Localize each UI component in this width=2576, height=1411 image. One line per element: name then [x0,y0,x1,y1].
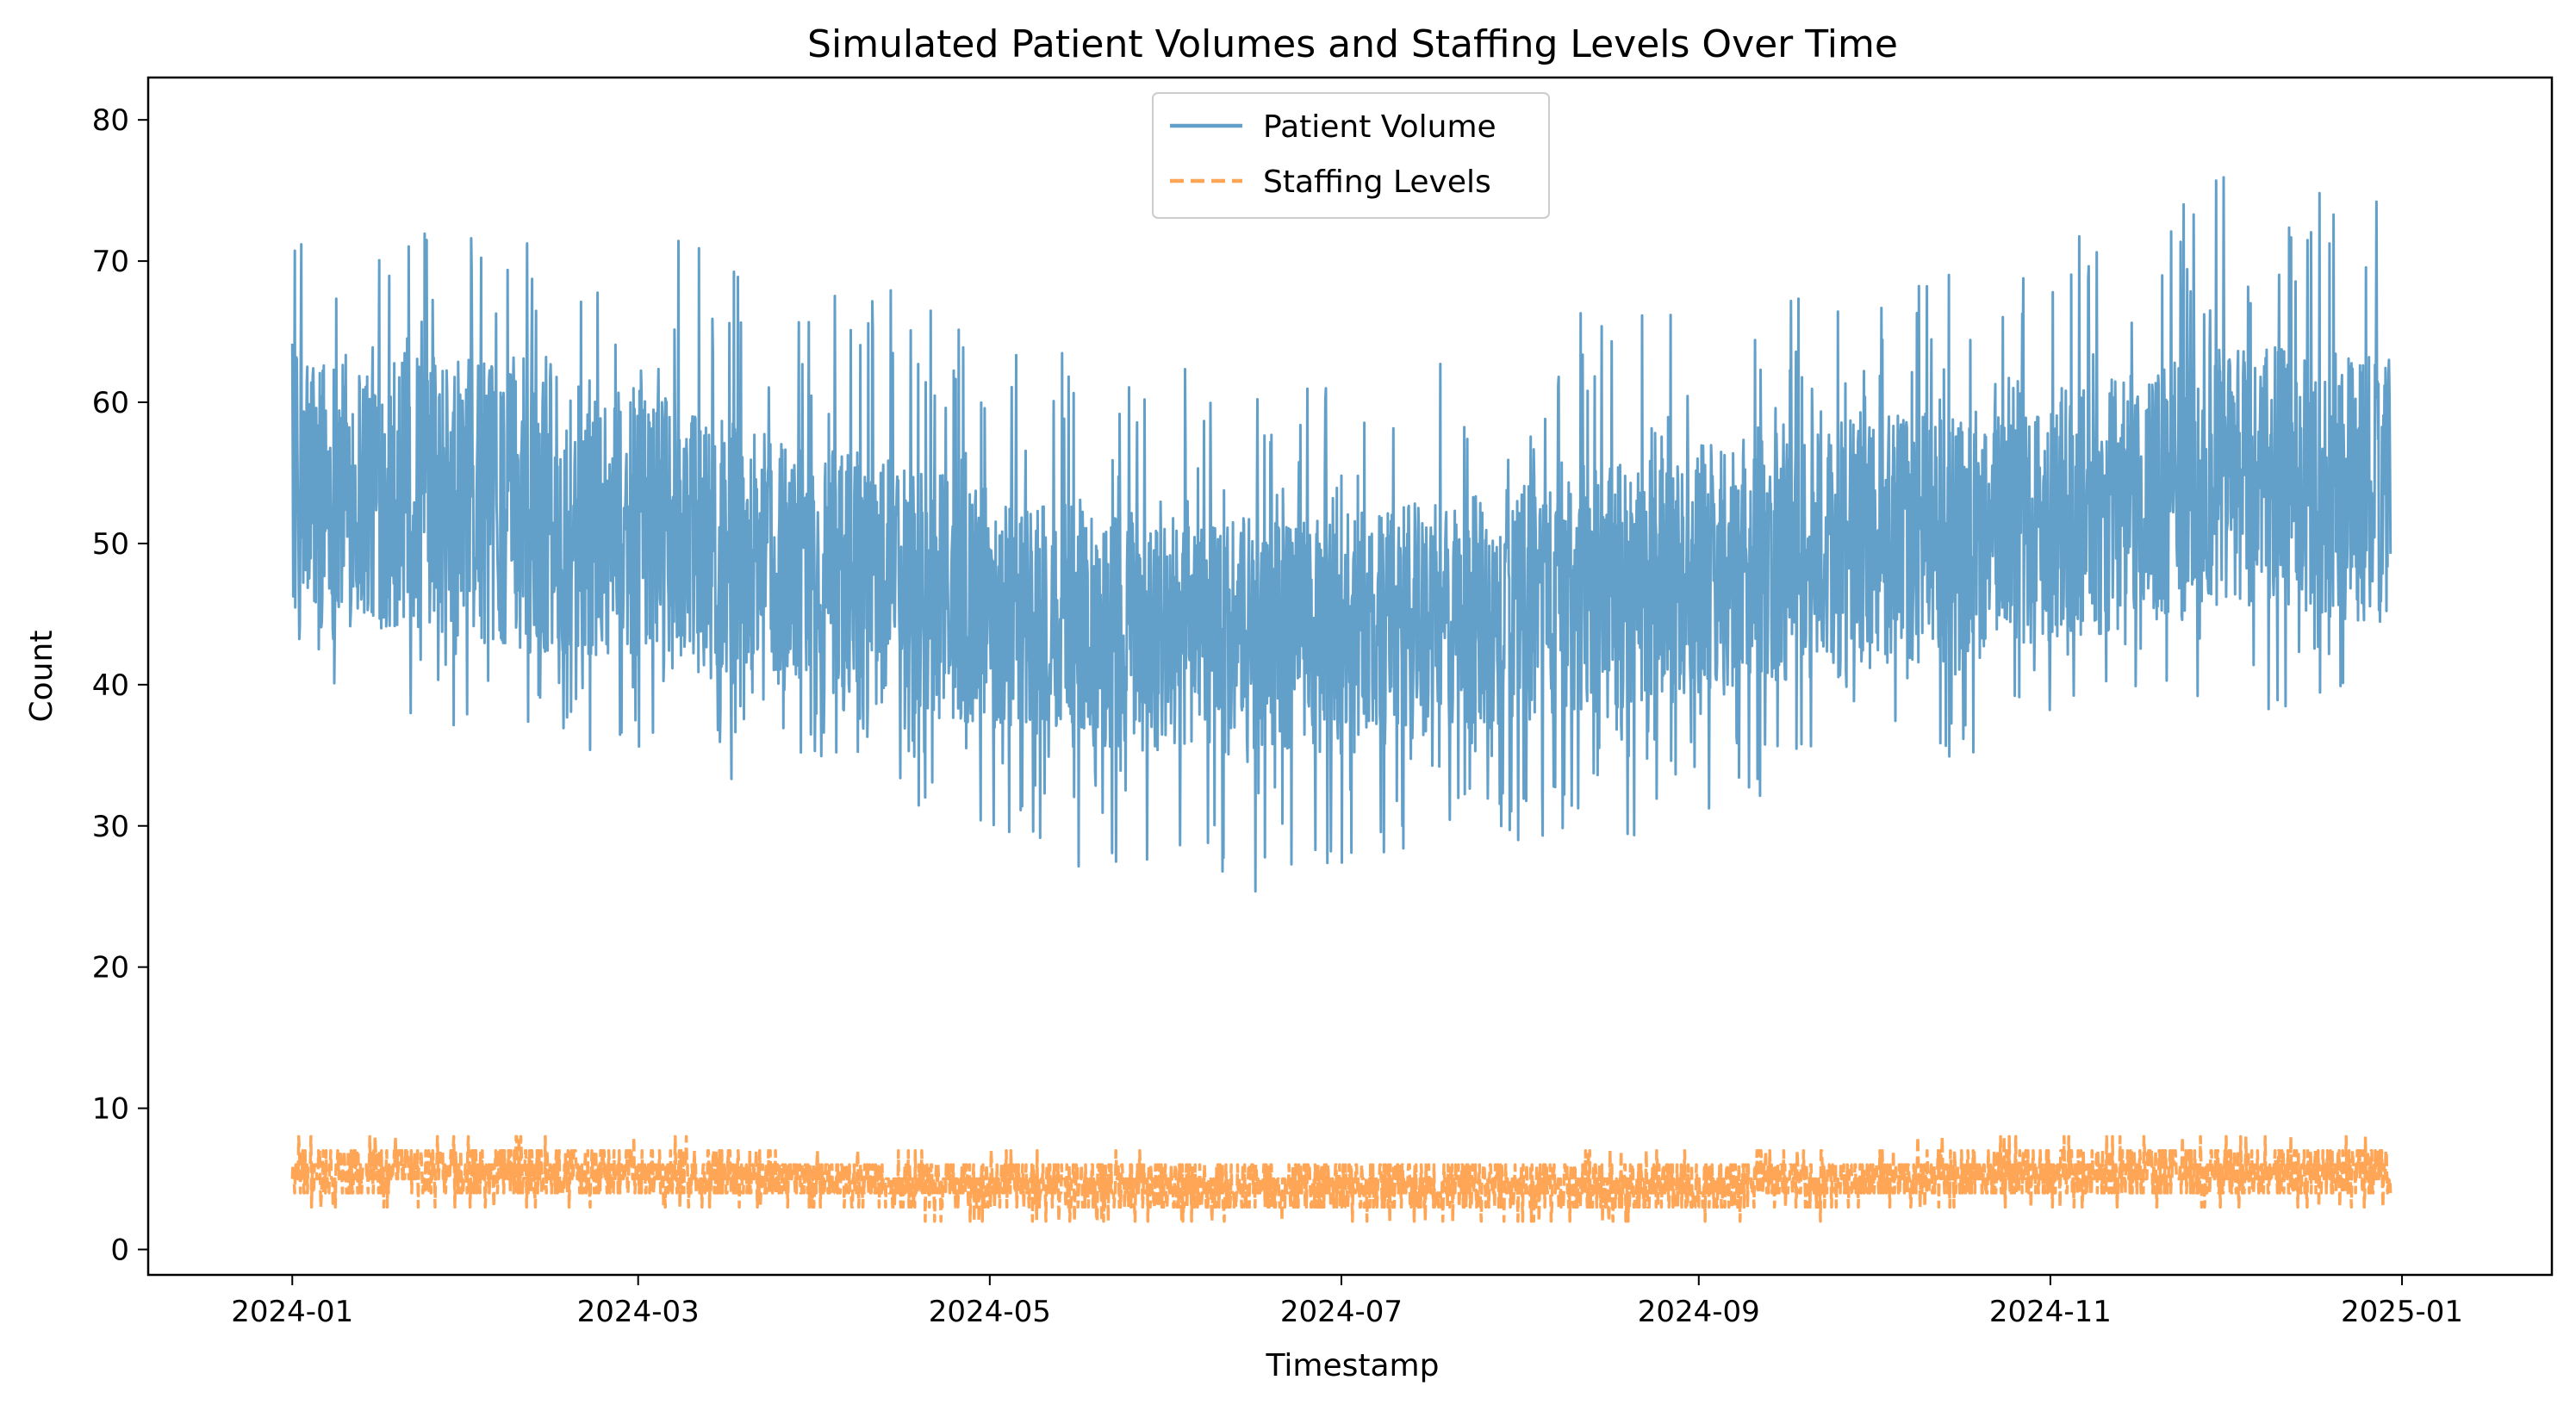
series-layer [290,176,2392,1223]
y-tick-label: 80 [92,103,129,138]
x-tick-label: 2024-11 [1989,1295,2112,1329]
y-tick-label: 0 [110,1233,129,1267]
x-tick-label: 2024-03 [577,1295,700,1329]
y-axis: 0 10 20 30 40 50 60 70 80 [92,103,148,1267]
y-tick-label: 20 [92,951,129,985]
y-tick-label: 70 [92,245,129,279]
y-axis-label: Count [24,631,59,723]
x-tick-label: 2024-07 [1280,1295,1403,1329]
x-tick-label: 2024-05 [929,1295,1051,1329]
y-tick-label: 10 [92,1092,129,1127]
x-tick-label: 2025-01 [2341,1295,2463,1329]
plot-frame [146,76,2554,1277]
y-tick-label: 60 [92,386,129,420]
chart-title: Simulated Patient Volumes and Staffing L… [807,22,1898,66]
legend-label-patient-volume: Patient Volume [1263,109,1496,145]
x-tick-label: 2024-01 [231,1295,353,1329]
legend: Patient Volume Staffing Levels [1152,92,1550,219]
x-axis-label: Timestamp [1266,1348,1440,1383]
x-tick-label: 2024-09 [1638,1295,1760,1329]
series-line-staffing-levels [290,1134,2392,1223]
y-tick-label: 50 [92,527,129,562]
x-axis: 2024-01 2024-03 2024-05 2024-07 2024-09 2024-… [231,1275,2463,1329]
y-tick-label: 40 [92,668,129,703]
legend-box [1152,92,1550,219]
y-tick-label: 30 [92,810,129,844]
series-line-patient-volume [290,176,2392,893]
legend-label-staffing-levels: Staffing Levels [1263,165,1491,200]
